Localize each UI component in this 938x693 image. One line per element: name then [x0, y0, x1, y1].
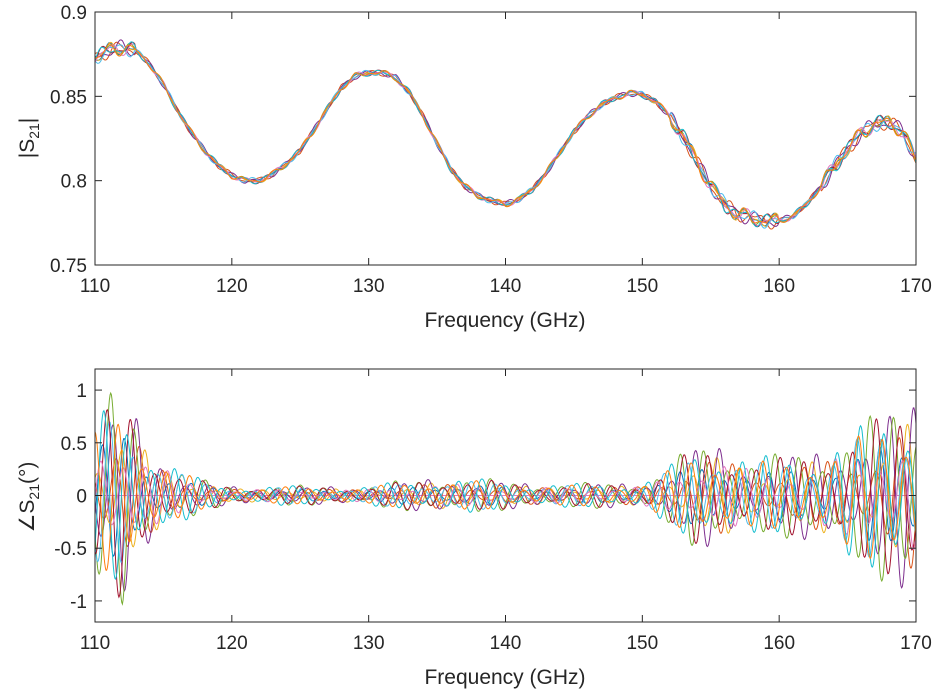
- x-tick-label: 150: [626, 276, 658, 297]
- x-tick-label: 140: [490, 633, 522, 654]
- phase-y-axis-label: ∠S21(°): [16, 462, 42, 533]
- x-tick-label: 120: [216, 633, 248, 654]
- phase-x-ticks: 110 120 130 140 150 160 170: [80, 369, 932, 654]
- x-tick-label: 130: [353, 633, 385, 654]
- y-tick-label: -1: [70, 592, 87, 613]
- magnitude-x-ticks: 110 120 130 140 150 160 170: [80, 12, 932, 297]
- magnitude-trace: [95, 43, 916, 224]
- y-tick-label: 0.85: [50, 87, 87, 108]
- magnitude-plot-frame: [94, 11, 917, 266]
- phase-trace: [95, 409, 916, 580]
- y-tick-label: 0.8: [61, 172, 87, 193]
- y-tick-label: -0.5: [54, 539, 87, 560]
- x-tick-label: 170: [900, 633, 932, 654]
- magnitude-trace: [95, 41, 916, 228]
- x-tick-label: 110: [80, 633, 110, 654]
- y-tick-label: 0.5: [61, 434, 87, 455]
- y-tick-label: 0.9: [61, 3, 87, 24]
- x-tick-label: 160: [763, 633, 795, 654]
- x-tick-label: 140: [490, 276, 522, 297]
- x-tick-label: 150: [626, 633, 658, 654]
- x-tick-label: 170: [900, 276, 932, 297]
- magnitude-trace: [95, 42, 916, 226]
- magnitude-trace: [95, 42, 916, 227]
- magnitude-trace: [95, 43, 916, 227]
- magnitude-trace: [95, 41, 916, 230]
- magnitude-trace: [95, 44, 916, 229]
- x-tick-label: 160: [763, 276, 795, 297]
- x-tick-label: 130: [353, 276, 385, 297]
- x-tick-label: 120: [216, 276, 248, 297]
- magnitude-y-axis-label: |S21|: [16, 118, 42, 159]
- magnitude-trace: [95, 41, 916, 228]
- phase-trace: [95, 391, 916, 606]
- magnitude-trace: [95, 39, 916, 227]
- phase-trace: [95, 423, 916, 571]
- magnitude-trace: [95, 41, 916, 228]
- y-tick-label: 1: [76, 381, 87, 402]
- phase-x-axis-label: Frequency (GHz): [424, 666, 585, 689]
- magnitude-y-ticks: 0.75 0.8 0.85 0.9: [50, 3, 916, 277]
- phase-trace: [95, 420, 916, 563]
- y-tick-label: 0: [76, 487, 87, 508]
- magnitude-panel: 110 120 130 140 150 160 170 0.75 0.8 0.85 0.9 Fre…: [16, 3, 932, 332]
- x-tick-label: 110: [80, 276, 110, 297]
- phase-traces: [95, 391, 916, 606]
- phase-trace: [95, 407, 916, 592]
- phase-y-ticks: -1 -0.5 0 0.5 1: [54, 381, 916, 613]
- magnitude-x-axis-label: Frequency (GHz): [424, 309, 585, 332]
- y-tick-label: 0.75: [50, 256, 87, 277]
- phase-trace: [95, 423, 916, 550]
- magnitude-traces: [95, 39, 916, 230]
- phase-panel: 110 120 130 140 150 160 170 -1 -0.5 0 0.5 1 Freque…: [16, 368, 932, 689]
